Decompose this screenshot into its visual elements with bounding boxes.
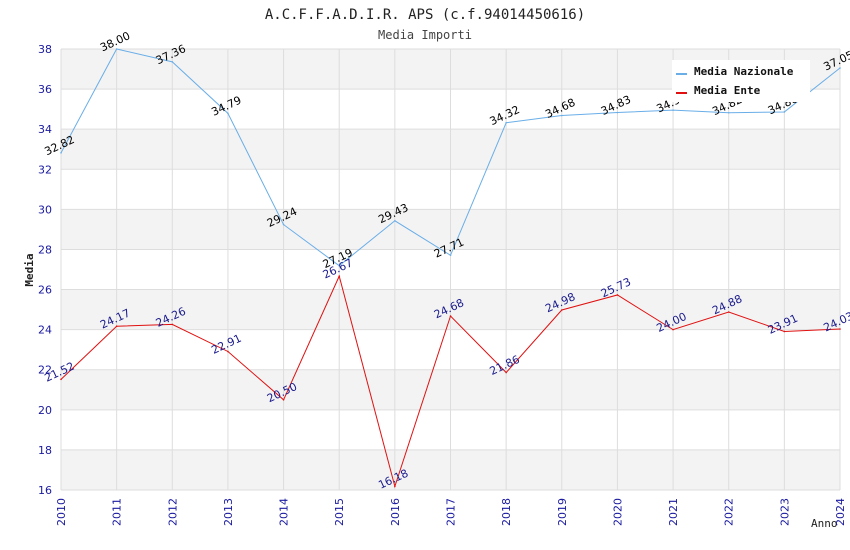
- x-tick-label: 2019: [556, 498, 569, 526]
- x-tick-label: 2017: [445, 498, 458, 526]
- data-point: [727, 311, 730, 313]
- data-point: [282, 398, 285, 401]
- x-tick-label: 2016: [389, 498, 402, 526]
- x-tick-label: 2013: [222, 498, 235, 526]
- x-tick-label: 2010: [55, 498, 68, 526]
- data-label: 34.68: [543, 96, 577, 121]
- data-point: [60, 378, 62, 381]
- y-tick-label: 36: [38, 83, 52, 96]
- data-label: 34.32: [488, 103, 522, 128]
- y-tick-label: 34: [38, 123, 52, 136]
- data-point: [672, 109, 674, 111]
- y-tick-label: 24: [38, 324, 52, 337]
- x-tick-labels: 2010 2011 2012 2013 2014 2015 2016 2017 2018 2019…: [55, 498, 847, 526]
- data-point: [171, 323, 174, 326]
- x-tick-label: 2021: [667, 498, 680, 526]
- data-point: [338, 264, 341, 267]
- chart-subtitle: Media Importi: [378, 28, 472, 42]
- chart-title: A.C.F.F.A.D.I.R. APS (c.f.94014450616): [265, 7, 585, 23]
- y-tick-labels: 16 18 20 22 24 26 28 30 32 34 36 38: [38, 43, 52, 497]
- data-point: [227, 350, 229, 353]
- data-point: [839, 328, 841, 330]
- y-tick-label: 20: [38, 404, 52, 417]
- data-point: [394, 485, 396, 488]
- data-point: [616, 294, 619, 296]
- y-tick-label: 28: [38, 243, 52, 256]
- data-point: [394, 219, 396, 222]
- x-tick-label: 2018: [500, 498, 513, 526]
- y-axis-label: Media: [23, 253, 36, 286]
- data-point: [783, 330, 786, 333]
- series-lines: [60, 48, 841, 489]
- data-point: [171, 61, 174, 63]
- data-label: 22.91: [209, 332, 243, 357]
- data-point: [616, 111, 619, 114]
- x-tick-label: 2020: [611, 498, 624, 526]
- data-point: [449, 315, 452, 317]
- data-point: [727, 111, 730, 114]
- data-point: [560, 309, 563, 311]
- gridlines: [60, 48, 841, 491]
- data-label: 34.79: [209, 94, 243, 119]
- data-point: [505, 121, 507, 124]
- data-point: [338, 275, 341, 277]
- data-point: [115, 48, 118, 50]
- legend: Media Nazionale Media Ente: [672, 60, 810, 102]
- data-point: [505, 371, 507, 374]
- y-tick-label: 18: [38, 444, 52, 457]
- y-tick-label: 38: [38, 43, 52, 56]
- y-tick-label: 22: [38, 364, 52, 377]
- data-point: [282, 223, 285, 226]
- data-point: [839, 67, 841, 69]
- data-point: [672, 328, 674, 331]
- y-tick-label: 26: [38, 284, 52, 297]
- x-tick-label: 2015: [333, 498, 346, 526]
- y-tick-label: 16: [38, 484, 52, 497]
- data-point: [783, 111, 786, 113]
- data-point: [560, 114, 563, 117]
- x-tick-label: 2014: [278, 498, 291, 526]
- x-tick-label: 2011: [111, 498, 124, 526]
- x-tick-label: 2024: [834, 498, 847, 526]
- data-point: [449, 254, 452, 257]
- x-tick-label: 2012: [166, 498, 179, 526]
- legend-entry: Media Nazionale: [694, 65, 794, 78]
- data-point: [60, 152, 62, 154]
- y-tick-label: 32: [38, 163, 52, 176]
- x-tick-label: 2023: [778, 498, 791, 526]
- legend-box: [672, 60, 810, 102]
- legend-entry: Media Ente: [694, 84, 761, 97]
- x-axis-label: Anno: [811, 517, 838, 530]
- data-point: [115, 325, 118, 328]
- y-tick-label: 30: [38, 203, 52, 216]
- data-point: [227, 112, 229, 115]
- data-label: 34.83: [599, 93, 633, 118]
- x-tick-label: 2022: [723, 498, 736, 526]
